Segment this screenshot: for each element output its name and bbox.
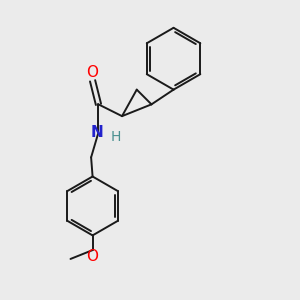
Text: O: O bbox=[87, 249, 99, 264]
Text: H: H bbox=[111, 130, 121, 144]
Text: O: O bbox=[87, 65, 99, 80]
Text: N: N bbox=[91, 125, 103, 140]
